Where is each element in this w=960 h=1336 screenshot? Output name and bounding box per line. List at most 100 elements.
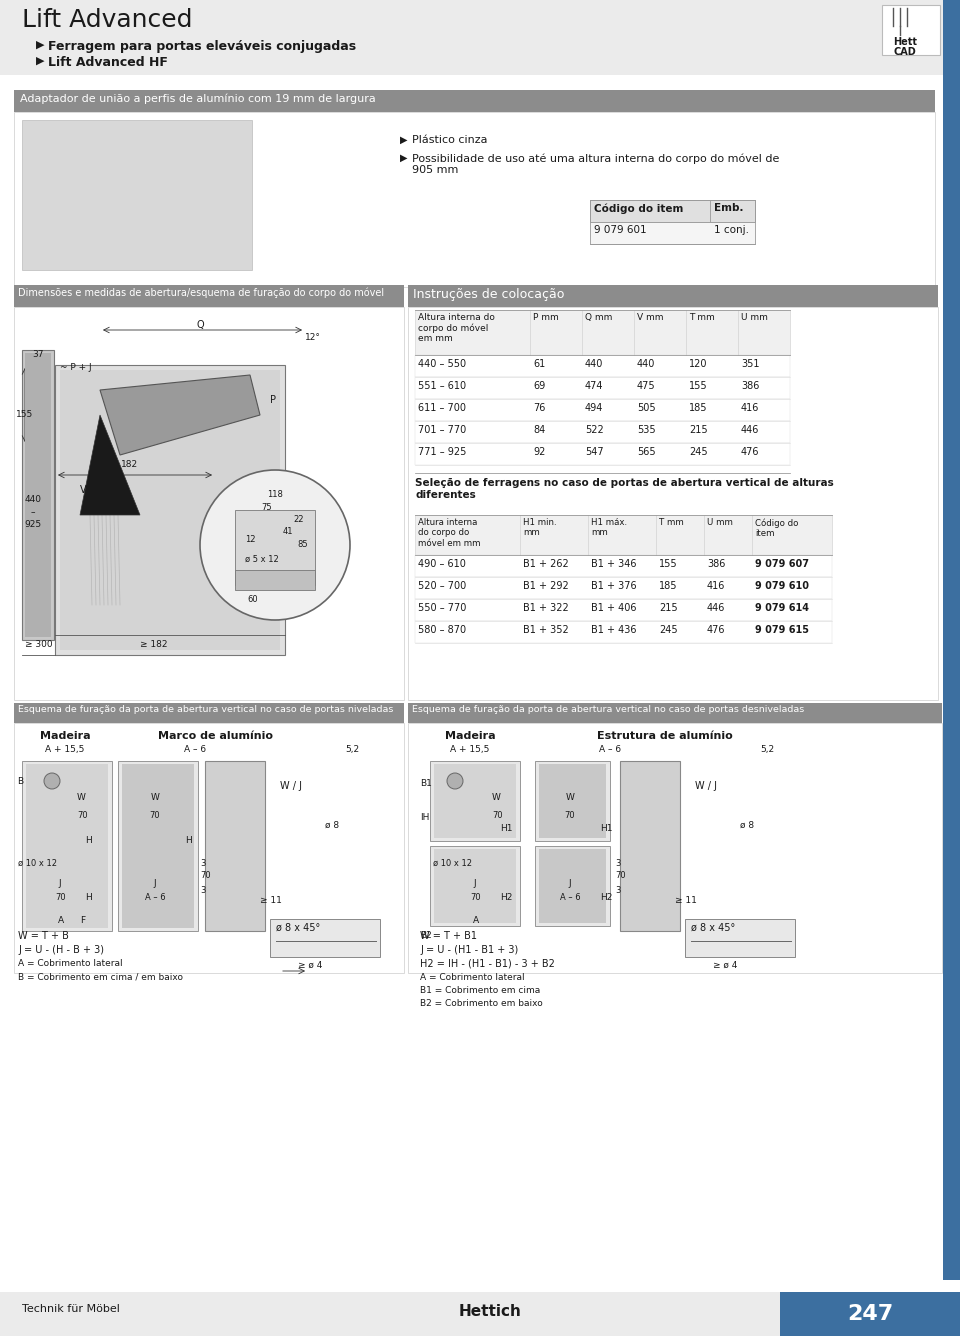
Text: P mm: P mm — [533, 313, 559, 322]
Text: 580 – 870: 580 – 870 — [418, 625, 467, 635]
Text: CAD: CAD — [893, 47, 916, 57]
Text: 351: 351 — [741, 359, 759, 369]
Text: 70: 70 — [55, 892, 65, 902]
Text: Emb.: Emb. — [714, 203, 743, 212]
Bar — [122, 764, 194, 929]
Text: A: A — [473, 916, 479, 925]
Text: B1 + 346: B1 + 346 — [591, 558, 636, 569]
Text: H: H — [185, 836, 192, 844]
Text: H2: H2 — [600, 892, 612, 902]
Text: B1: B1 — [420, 779, 432, 788]
Text: Esquema de furação da porta de abertura vertical no caso de portas desniveladas: Esquema de furação da porta de abertura … — [412, 705, 804, 713]
Text: 185: 185 — [689, 403, 708, 413]
Text: ≥ 300: ≥ 300 — [25, 640, 53, 649]
Text: A – 6: A – 6 — [184, 745, 206, 754]
Bar — [0, 1292, 780, 1336]
Text: W = T + B1: W = T + B1 — [420, 931, 477, 941]
Bar — [22, 350, 54, 640]
Text: 505: 505 — [637, 403, 656, 413]
Text: 9 079 614: 9 079 614 — [755, 603, 809, 613]
Bar — [22, 120, 252, 270]
Text: 440 – 550: 440 – 550 — [418, 359, 467, 369]
Text: 85: 85 — [297, 540, 307, 549]
Text: ≥ 11: ≥ 11 — [260, 896, 282, 904]
Text: 9 079 615: 9 079 615 — [755, 625, 809, 635]
Text: 416: 416 — [741, 403, 759, 413]
Bar — [235, 510, 315, 585]
Text: 245: 245 — [659, 625, 678, 635]
Bar — [434, 848, 516, 923]
Text: 550 – 770: 550 – 770 — [418, 603, 467, 613]
Text: 37: 37 — [33, 350, 44, 359]
Bar — [408, 307, 938, 700]
Text: 245: 245 — [689, 448, 708, 457]
Text: 475: 475 — [637, 381, 656, 391]
Text: 155: 155 — [689, 381, 708, 391]
Text: 490 – 610: 490 – 610 — [418, 558, 466, 569]
Text: J = U - (H - B + 3): J = U - (H - B + 3) — [18, 945, 104, 955]
Text: B1 + 376: B1 + 376 — [591, 581, 636, 591]
Text: ≥ 182: ≥ 182 — [140, 640, 167, 649]
Text: J: J — [154, 879, 156, 888]
Bar — [14, 307, 404, 700]
Text: A – 6: A – 6 — [145, 892, 165, 902]
Text: B1 + 406: B1 + 406 — [591, 603, 636, 613]
Text: 70: 70 — [470, 892, 481, 902]
Bar — [882, 5, 940, 55]
Text: 70: 70 — [77, 811, 87, 820]
Text: 5,2: 5,2 — [760, 745, 774, 754]
Text: U mm: U mm — [707, 518, 732, 526]
Text: 3: 3 — [615, 886, 620, 895]
Bar — [0, 0, 960, 75]
Text: 565: 565 — [637, 448, 656, 457]
Text: W: W — [77, 794, 85, 802]
Text: 70: 70 — [615, 871, 626, 880]
Polygon shape — [80, 415, 140, 514]
Text: W: W — [151, 794, 159, 802]
Text: Código do item: Código do item — [594, 203, 684, 214]
Bar — [415, 444, 790, 465]
Text: IH: IH — [420, 814, 429, 822]
Text: W / J: W / J — [695, 782, 717, 791]
Text: Altura interna
do corpo do
móvel em mm: Altura interna do corpo do móvel em mm — [418, 518, 481, 548]
Text: Possibilidade de uso até uma altura interna do corpo do móvel de
905 mm: Possibilidade de uso até uma altura inte… — [412, 154, 780, 175]
Text: ▶: ▶ — [400, 154, 407, 163]
Text: Hettich: Hettich — [459, 1304, 521, 1319]
Text: 494: 494 — [585, 403, 604, 413]
Text: H1: H1 — [600, 824, 612, 834]
Text: 76: 76 — [533, 403, 545, 413]
Bar — [620, 762, 680, 931]
Text: Lift Advanced: Lift Advanced — [22, 8, 193, 32]
Text: 474: 474 — [585, 381, 604, 391]
Text: ≥ ø 4: ≥ ø 4 — [298, 961, 323, 970]
Text: 182: 182 — [121, 460, 138, 469]
Text: Madeira: Madeira — [444, 731, 495, 741]
Bar — [118, 762, 198, 931]
Text: 70: 70 — [492, 811, 503, 820]
Text: B1 + 262: B1 + 262 — [523, 558, 568, 569]
Text: ▶: ▶ — [36, 56, 44, 65]
Bar — [55, 365, 285, 655]
Text: W / J: W / J — [280, 782, 302, 791]
Text: 247: 247 — [847, 1304, 893, 1324]
Text: Adaptador de união a perfis de alumínio com 19 mm de largura: Adaptador de união a perfis de alumínio … — [20, 94, 375, 103]
Text: 22: 22 — [293, 514, 303, 524]
Polygon shape — [100, 375, 260, 456]
Text: F: F — [80, 916, 85, 925]
Text: J: J — [473, 879, 475, 888]
Text: 440: 440 — [25, 496, 41, 504]
Text: W: W — [492, 794, 501, 802]
Text: J: J — [568, 879, 571, 888]
Text: 3: 3 — [200, 859, 205, 868]
Bar — [415, 355, 790, 377]
Text: Q mm: Q mm — [585, 313, 612, 322]
Text: Plástico cinza: Plástico cinza — [412, 135, 488, 146]
Text: 3: 3 — [615, 859, 620, 868]
Text: V: V — [80, 485, 86, 496]
Text: 12: 12 — [245, 534, 255, 544]
Text: ø 10 x 12: ø 10 x 12 — [18, 859, 57, 868]
Text: A: A — [58, 916, 64, 925]
Text: 476: 476 — [707, 625, 726, 635]
Bar — [434, 764, 516, 838]
Polygon shape — [235, 570, 315, 591]
